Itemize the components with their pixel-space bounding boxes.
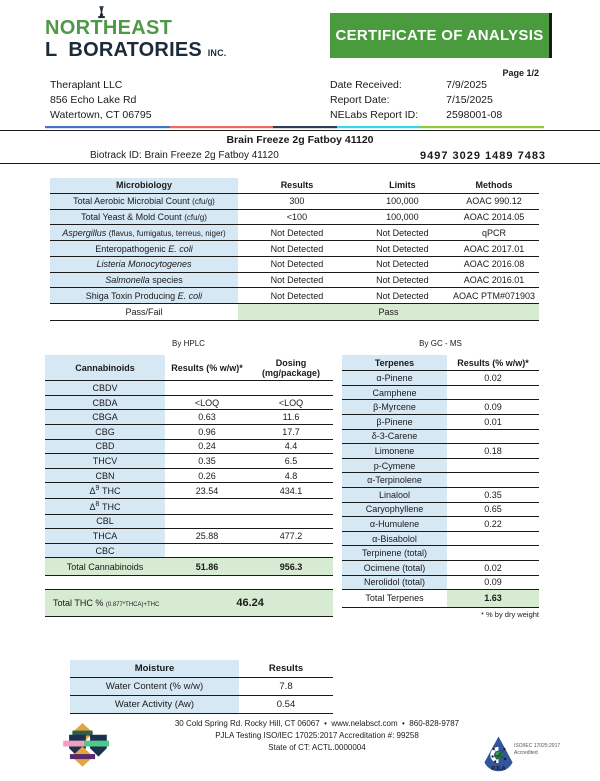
svg-text:PJLA: PJLA bbox=[491, 766, 505, 772]
